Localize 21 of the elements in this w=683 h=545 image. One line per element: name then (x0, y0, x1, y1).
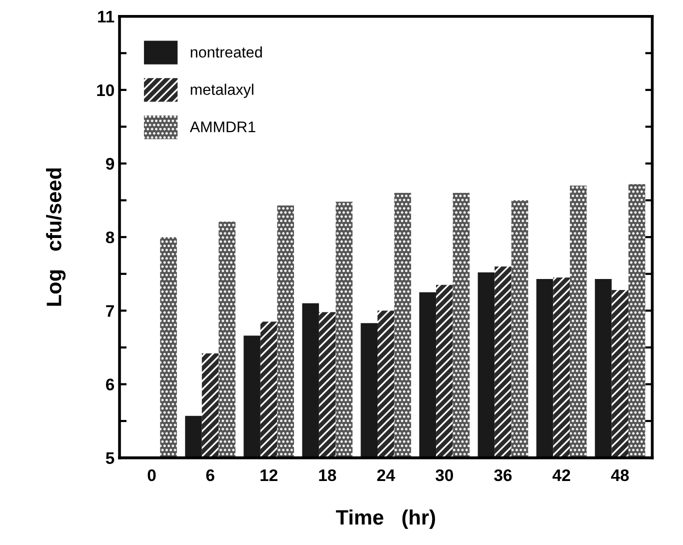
legend-label: AMMDR1 (190, 122, 256, 132)
legend-label: nontreated (190, 46, 262, 58)
y-tick-label: 6 (106, 378, 114, 390)
y-axis-title: Log cfu/seed (46, 168, 66, 306)
y-tick-label: 10 (97, 84, 114, 96)
y-tick-label: 8 (106, 231, 114, 244)
x-tick-label: 48 (611, 469, 629, 482)
x-tick-label: 18 (319, 469, 336, 482)
x-tick-label: 30 (436, 469, 454, 482)
x-tick-label: 42 (552, 469, 570, 481)
x-tick-label: 6 (206, 469, 214, 482)
y-tick-label: 5 (106, 452, 114, 464)
y-tick-label: 9 (106, 158, 114, 170)
x-axis-title: Time (hr) (336, 509, 436, 529)
y-tick-label: 11 (98, 10, 114, 22)
x-tick-label: 36 (494, 469, 512, 482)
x-tick-label: 0 (148, 469, 156, 482)
y-tick-label: 7 (106, 305, 114, 317)
x-tick-label: 12 (260, 469, 278, 481)
x-tick-label: 24 (377, 469, 396, 481)
legend-label: metalaxyl (190, 84, 254, 98)
